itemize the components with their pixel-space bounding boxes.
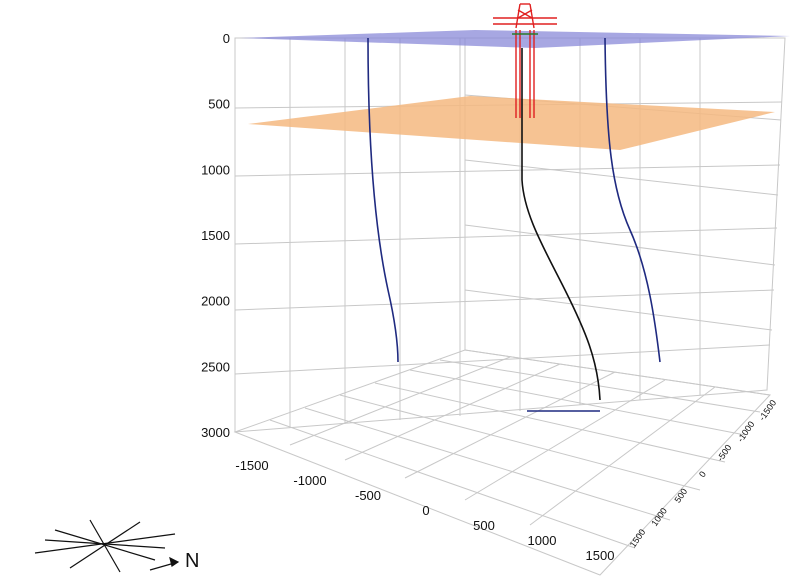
x-tick-label: -1000 <box>293 473 326 488</box>
x-tick-label: 500 <box>473 518 495 533</box>
depth-tick-label: 3000 <box>201 425 230 440</box>
y-tick-label: 500 <box>672 487 689 505</box>
compass-north-label: N <box>185 550 199 572</box>
depth-tick-label: 2500 <box>201 359 230 374</box>
x-tick-label: -1500 <box>235 458 268 473</box>
depth-axis-ticks: 0 500 1000 1500 2000 2500 3000 <box>201 31 230 440</box>
well-path-right <box>604 37 661 363</box>
depth-tick-label: 1000 <box>201 162 230 177</box>
y-tick-label: 1500 <box>628 527 648 549</box>
y-tick-label: 1000 <box>649 506 669 528</box>
depth-tick-label: 1500 <box>201 228 230 243</box>
depth-tick-label: 0 <box>223 31 230 46</box>
compass-icon <box>34 519 180 573</box>
x-tick-label: -500 <box>355 488 381 503</box>
back-wall-grid <box>234 37 786 433</box>
depth-tick-label: 500 <box>208 97 230 112</box>
well-path-center <box>521 48 601 401</box>
y-tick-label: -500 <box>715 443 734 463</box>
y-tick-label: -1000 <box>735 419 756 444</box>
floor-grid <box>233 349 772 576</box>
y-tick-label: -1500 <box>757 398 778 423</box>
floor <box>233 349 772 576</box>
x-tick-label: 0 <box>422 503 429 518</box>
well-path-left <box>367 37 399 363</box>
depth-tick-label: 2000 <box>201 294 230 309</box>
x-tick-label: 1500 <box>586 548 615 563</box>
drilling-rig-icon <box>493 3 557 118</box>
x-axis-ticks: -1500 -1000 -500 0 500 1000 1500 <box>235 458 614 563</box>
x-tick-label: 1000 <box>528 533 557 548</box>
side-wall-grid <box>464 38 782 396</box>
surface-top <box>240 30 790 48</box>
y-tick-label: 0 <box>697 469 708 479</box>
back-wall <box>234 37 786 433</box>
surface-horizon <box>248 96 775 150</box>
